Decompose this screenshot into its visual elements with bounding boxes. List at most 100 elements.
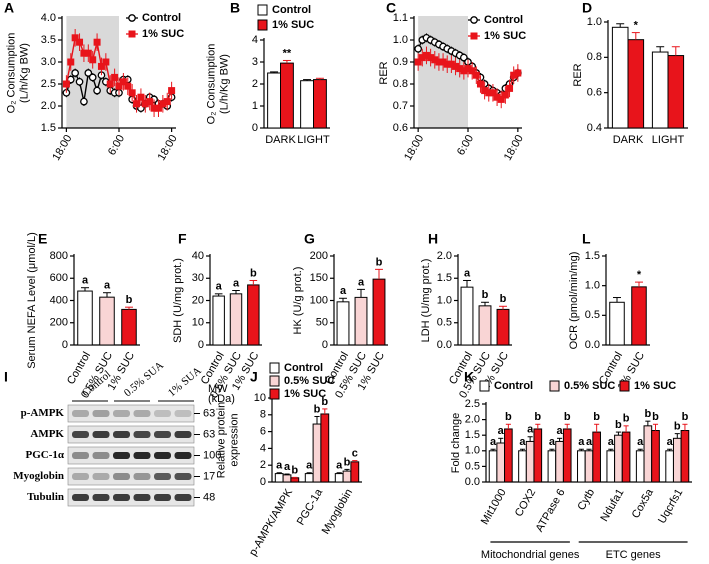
row-label: p-AMPK — [21, 407, 65, 419]
bar-annotation: a — [104, 280, 111, 292]
blot-band — [133, 452, 151, 459]
legend-label: Control — [484, 14, 523, 26]
bar — [313, 79, 327, 129]
panel-label: J — [250, 369, 258, 385]
y-tick-label: 2.0 — [465, 414, 480, 426]
y-tick-label: 0.6 — [587, 87, 602, 99]
bar-annotation: b — [564, 411, 571, 423]
blot-band — [72, 473, 89, 480]
bar — [611, 26, 629, 129]
data-point — [506, 84, 514, 92]
x-tick-label: 18:00 — [502, 133, 526, 163]
legend-label: 0.5% SUC — [564, 380, 615, 392]
bar — [547, 450, 557, 483]
y-tick-label: 0.6 — [393, 122, 408, 134]
bar — [496, 308, 510, 346]
blot-band — [113, 431, 130, 438]
y-tick-label: 1.5 — [465, 429, 480, 441]
bar — [247, 284, 260, 346]
legend-swatch — [479, 380, 490, 392]
y-axis-title: Relative protein — [215, 402, 227, 478]
data-point — [102, 58, 110, 66]
y-axis-title: HK (U/g prot.) — [292, 267, 304, 335]
bar — [631, 286, 647, 346]
bar — [562, 428, 572, 483]
x-tick-label: ATPase 6 — [534, 487, 568, 534]
y-tick-label: 0.9 — [393, 56, 408, 68]
mw-label: 48 — [203, 491, 215, 503]
row-label: AMPK — [30, 428, 64, 440]
y-axis-title: SDH (U/mg prot.) — [172, 258, 184, 343]
y-tick-label: 0 — [252, 122, 258, 134]
data-point — [67, 58, 75, 66]
blot-band — [133, 494, 151, 501]
blot-band — [174, 431, 192, 438]
bar-annotation: b — [291, 464, 298, 476]
bar-annotation: a — [340, 285, 347, 297]
y-tick-label: 1.5 — [585, 250, 600, 262]
bar-annotation: a — [608, 436, 615, 448]
blot-band — [154, 473, 171, 480]
row-label: PGC-1α — [25, 449, 64, 461]
bar — [621, 431, 631, 483]
data-point — [414, 44, 423, 53]
bar-annotation: b — [674, 421, 681, 433]
y-axis-title: O₂ Consumption — [5, 33, 17, 114]
blot-band — [113, 473, 130, 480]
y-tick-label: 100 — [310, 294, 328, 306]
data-point — [489, 89, 497, 97]
y-tick-label: 10 — [254, 392, 266, 404]
bar — [635, 450, 645, 483]
panel-label: A — [4, 0, 14, 16]
y-tick-label: 0.0 — [585, 339, 600, 351]
bar — [350, 461, 360, 483]
data-point — [62, 80, 70, 88]
x-tick-label: LIGHT — [652, 134, 685, 146]
data-point — [106, 80, 114, 88]
bar — [320, 413, 330, 483]
panel-label: L — [582, 231, 591, 247]
y-tick-label: 20 — [192, 294, 204, 306]
blot-band — [133, 410, 151, 417]
x-tick-label: DARK — [265, 134, 296, 146]
x-tick-label: 6:00 — [455, 133, 476, 158]
x-tick-label: PGC-1a — [295, 486, 326, 527]
y-tick-label: 0.5 — [465, 460, 480, 472]
y-axis-title: Serum NEFA Level (μmol/L) — [26, 232, 38, 369]
bar-annotation: a — [637, 436, 644, 448]
y-tick-label: 1.0 — [585, 280, 600, 292]
x-tick-label: DARK — [613, 134, 644, 146]
bar-annotation: b — [500, 293, 507, 305]
bar-annotation: a — [276, 460, 283, 472]
bar-annotation: a — [82, 275, 89, 287]
y-tick-label: 2 — [252, 78, 258, 90]
y-tick-label: 2.5 — [465, 398, 480, 410]
bar-annotation: b — [593, 411, 600, 423]
bar — [212, 295, 225, 346]
legend-label: Control — [284, 362, 323, 374]
bar — [282, 474, 292, 483]
bar-annotation: b — [376, 256, 383, 268]
bar-annotation: b — [126, 294, 133, 306]
bar — [354, 296, 368, 346]
y-tick-label: 0.5 — [585, 309, 600, 321]
data-point — [472, 71, 480, 79]
bar — [672, 437, 682, 483]
x-tick-label: Uqcrfs1 — [656, 487, 685, 526]
y-tick-label: 1.0 — [465, 445, 480, 457]
bar — [121, 308, 137, 346]
data-point — [97, 62, 105, 70]
bar — [577, 450, 586, 483]
y-tick-label: 150 — [310, 272, 328, 284]
data-point — [115, 82, 123, 90]
legend-label: 1% SUC — [272, 19, 314, 31]
legend-marker — [470, 32, 478, 40]
y-tick-label: 3 — [252, 56, 258, 68]
y-tick-label: 4 — [252, 34, 258, 46]
bar-annotation: b — [314, 403, 321, 415]
group-label: Mitochondrial genes — [481, 549, 580, 561]
bar — [643, 425, 653, 483]
bar-annotation: a — [549, 436, 556, 448]
data-point — [163, 98, 171, 106]
panel-label: H — [428, 231, 438, 247]
